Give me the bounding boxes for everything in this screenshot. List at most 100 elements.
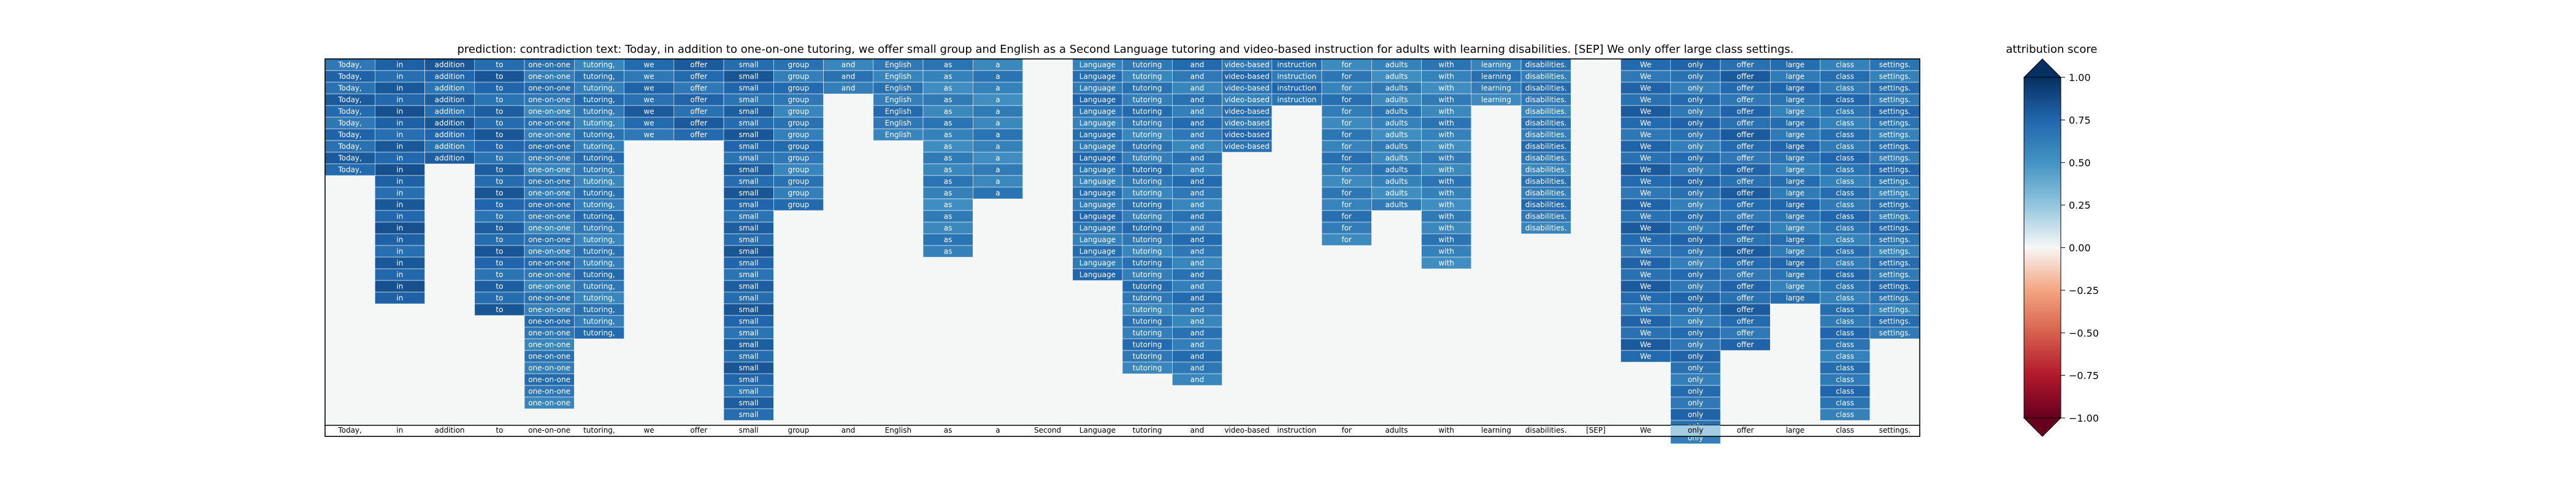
heatmap-cell-label: one-on-one [528,376,570,384]
heatmap-cell-label: tutoring, [583,177,615,186]
heatmap-cell-label: Today, [337,61,362,69]
heatmap-cell-label: adults [1385,189,1408,198]
heatmap-cell-label: one-on-one [528,247,570,256]
heatmap-cell [723,408,774,421]
heatmap-cell-label: tutoring, [583,61,615,69]
heatmap-cell-label: tutoring [1133,154,1162,163]
heatmap-cell-label: one-on-one [528,107,570,116]
heatmap-cell [1520,222,1571,234]
heatmap-cell-label: in [396,96,403,104]
heatmap-cell-label: We [1640,96,1652,104]
heatmap-cell-label: only [1688,201,1703,209]
reference-token-label: learning [1481,426,1511,435]
heatmap-cell-label: only [1688,387,1703,396]
heatmap-cell-label: offer [1737,189,1754,198]
heatmap-cell-label: class [1836,294,1854,303]
reference-token-label: video-based [1224,426,1270,435]
heatmap-cell-label: addition [435,142,465,151]
heatmap-cell-label: Language [1079,96,1116,104]
heatmap-cell-label: tutoring [1133,236,1162,244]
heatmap-cell-label: Language [1079,224,1116,233]
heatmap-cell-label: We [1640,154,1652,163]
heatmap-cell-label: one-on-one [528,189,570,198]
heatmap-cell-label: tutoring [1133,177,1162,186]
heatmap-cell-label: offer [690,84,707,93]
heatmap-cell-label: to [496,177,503,186]
heatmap-cell-label: only [1688,166,1703,174]
heatmap-cell-label: We [1640,294,1652,303]
heatmap-cell-label: small [739,224,759,233]
heatmap-cell-label: tutoring [1133,247,1162,256]
heatmap-cell-label: tutoring [1133,282,1162,291]
heatmap-cell-label: group [788,72,809,81]
heatmap-cell-label: group [788,96,809,104]
colorbar-gradient [2023,77,2061,419]
colorbar-tick-label: −1.00 [2069,412,2099,424]
heatmap-cell-label: a [995,107,1000,116]
heatmap-cell-label: as [944,84,953,93]
heatmap-cell-label: small [739,364,759,373]
reference-token-label: tutoring [1133,426,1162,435]
heatmap-cell-label: a [995,84,1000,93]
heatmap-cell-label: large [1786,201,1804,209]
heatmap-cell-label: small [739,84,759,93]
heatmap-cell-label: only [1688,236,1703,244]
heatmap-cell-label: group [788,201,809,209]
heatmap-cell-label: disabilities. [1525,166,1567,174]
heatmap-cell-label: offer [1737,201,1754,209]
heatmap-cell-label: to [496,84,503,93]
heatmap-cell-label: We [1640,341,1652,349]
heatmap-cell-label: class [1836,306,1854,314]
colorbar-ticks: 1.00 0.75 0.50 0.25 0.00 −0.25 −0.50 −0.75 −1.00 [2061,72,2099,424]
heatmap-cell-label: and [1190,352,1205,361]
heatmap-cell-label: class [1836,142,1854,151]
heatmap-cell-label: a [995,119,1000,128]
heatmap-cell-label: with [1438,84,1454,93]
heatmap-cell-label: settings. [1879,107,1911,116]
heatmap-cell-label: class [1836,376,1854,384]
heatmap-cell-label: offer [1737,142,1754,151]
heatmap-cell-label: to [496,224,503,233]
heatmap-cell-label: tutoring, [583,224,615,233]
heatmap-cell-label: as [944,189,953,198]
heatmap-cell-label: Language [1079,236,1116,244]
reference-token-label: and [841,426,856,435]
heatmap-cell-label: disabilities. [1525,154,1567,163]
heatmap-cell [922,245,973,258]
heatmap-cell-label: offer [1737,271,1754,279]
heatmap-cell-label: tutoring, [583,247,615,256]
heatmap-cell-label: settings. [1879,131,1911,139]
heatmap-cell-label: and [1190,341,1205,349]
heatmap-cell-label: and [1190,329,1205,338]
heatmap-cell-label: class [1836,399,1854,408]
heatmap-cell-label: Language [1079,212,1116,221]
colorbar-tick-label: 1.00 [2069,72,2091,83]
reference-token-label: and [1190,426,1205,435]
heatmap-cell-label: adults [1385,142,1408,151]
heatmap-cell-label: Today, [337,166,362,174]
heatmap-cell-label: only [1688,131,1703,139]
heatmap-cell-label: and [1190,72,1205,81]
colorbar-tick-label: 0.50 [2069,157,2091,169]
heatmap-cell-label: group [788,189,809,198]
heatmap-cell-label: adults [1385,72,1408,81]
heatmap-cell-label: one-on-one [528,294,570,303]
heatmap-cell-label: small [739,212,759,221]
heatmap-cell-label: for [1341,131,1352,139]
heatmap-cell-label: with [1438,107,1454,116]
heatmap-cell-label: for [1341,212,1352,221]
heatmap-cell-label: as [944,72,953,81]
heatmap-cell-label: English [885,131,911,139]
heatmap-cell-label: in [396,131,403,139]
heatmap-cell-label: only [1688,84,1703,93]
colorbar-tick-label: −0.75 [2069,370,2099,382]
heatmap-cell-label: small [739,166,759,174]
heatmap-cell-label: only [1688,294,1703,303]
heatmap-cell-label: only [1688,306,1703,314]
reference-token-label: [SEP] [1586,426,1606,435]
colorbar-tick-label: 0.00 [2069,242,2091,254]
heatmap-cell-label: small [739,131,759,139]
heatmap-cell-label: in [396,224,403,233]
heatmap-cell-label: for [1341,166,1352,174]
heatmap-cell-label: and [1190,236,1205,244]
